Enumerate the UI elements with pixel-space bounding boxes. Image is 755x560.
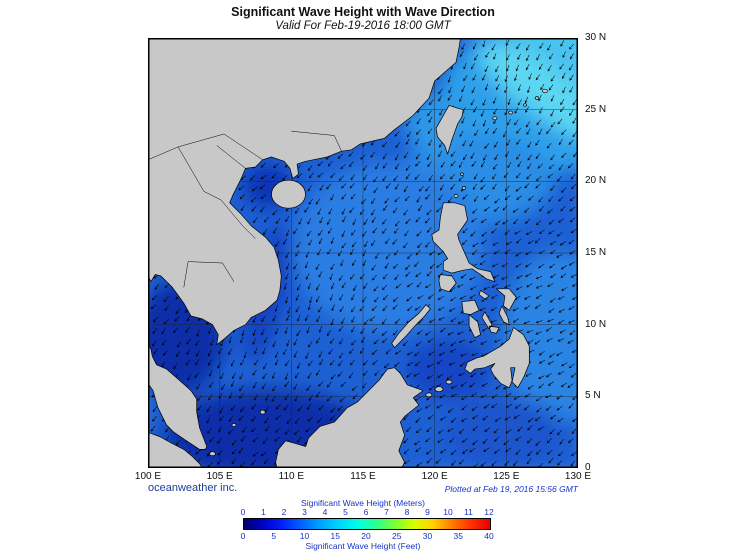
y-axis-label: 15 N <box>585 247 607 258</box>
x-axis-label: 115 E <box>350 471 376 482</box>
credit-text: oceanweather inc. <box>148 482 238 494</box>
meters-tick: 9 <box>425 507 430 517</box>
meters-tick: 0 <box>240 507 246 517</box>
x-axis-label: 110 E <box>278 471 305 482</box>
y-axis-label: 30 N <box>585 32 607 43</box>
feet-tick: 10 <box>299 531 310 541</box>
land-mindanao <box>464 327 530 389</box>
feet-tick: 0 <box>240 531 246 541</box>
meters-tick: 3 <box>302 507 307 517</box>
y-axis-label: 20 N <box>585 175 607 187</box>
land-luzon <box>431 202 496 283</box>
land-taiwan <box>435 105 464 155</box>
plotted-timestamp: Plotted at Feb 19, 2016 15:56 GMT <box>444 484 578 494</box>
wave-map <box>130 18 638 484</box>
feet-tick: 25 <box>392 531 402 541</box>
legend-title-feet: Significant Wave Height (Feet) <box>305 541 421 551</box>
feet-tick: 5 <box>271 531 277 541</box>
colorbar <box>243 518 491 530</box>
meters-tick: 10 <box>443 507 453 517</box>
land-china-indochina <box>147 37 461 346</box>
feet-tick: 35 <box>453 531 463 541</box>
country-borders <box>147 130 342 288</box>
land-hainan <box>271 179 306 209</box>
meters-tick: 5 <box>343 507 348 517</box>
meters-tick: 12 <box>484 507 494 517</box>
x-axis-label: 120 E <box>421 471 448 482</box>
page-subtitle: Valid For Feb-19-2016 18:00 GMT <box>275 20 451 32</box>
map-frame <box>148 38 578 468</box>
legend-title-meters: Significant Wave Height (Meters) <box>301 498 425 508</box>
legend-feet-ticks: 0 5 10 15 20 25 30 35 40 <box>240 531 494 541</box>
x-axis-label: 105 E <box>206 471 233 482</box>
land-small-islands <box>209 88 548 457</box>
land-layer <box>147 37 548 469</box>
meters-tick: 7 <box>384 507 389 517</box>
land-palawan <box>391 304 431 348</box>
feet-tick: 20 <box>361 531 371 541</box>
y-axis: 30 N 25 N 20 N 15 N 10 N 5 N 0 <box>585 32 630 478</box>
land-visayas <box>461 288 517 338</box>
meters-tick: 11 <box>464 507 473 517</box>
feet-tick: 15 <box>330 531 340 541</box>
meters-tick: 6 <box>363 507 369 517</box>
meters-tick: 8 <box>404 507 410 517</box>
x-axis: 100 E 105 E 110 E 115 E 120 E 125 E 130 E <box>135 471 591 485</box>
y-axis-label: 25 N <box>585 103 607 115</box>
meters-tick: 2 <box>281 507 287 517</box>
y-axis-label: 0 <box>585 462 591 473</box>
meters-tick: 4 <box>322 507 328 517</box>
page-title: Significant Wave Height with Wave Direct… <box>231 5 495 19</box>
land-mindoro <box>438 274 457 293</box>
meters-tick: 1 <box>261 507 266 517</box>
x-axis-label: 125 E <box>493 471 520 482</box>
wave-map-svg <box>130 18 638 484</box>
y-axis-label: 5 N <box>585 390 601 402</box>
y-axis-label: 10 N <box>585 318 607 330</box>
x-axis-label: 100 E <box>134 471 162 482</box>
legend-meters-ticks: 0 1 2 3 4 5 6 7 8 9 10 11 12 <box>240 507 494 517</box>
land-borneo <box>275 367 424 469</box>
feet-tick: 30 <box>422 531 433 541</box>
feet-tick: 40 <box>484 531 494 541</box>
x-axis-label: 130 E <box>564 471 592 482</box>
land-malay-peninsula <box>147 344 208 450</box>
